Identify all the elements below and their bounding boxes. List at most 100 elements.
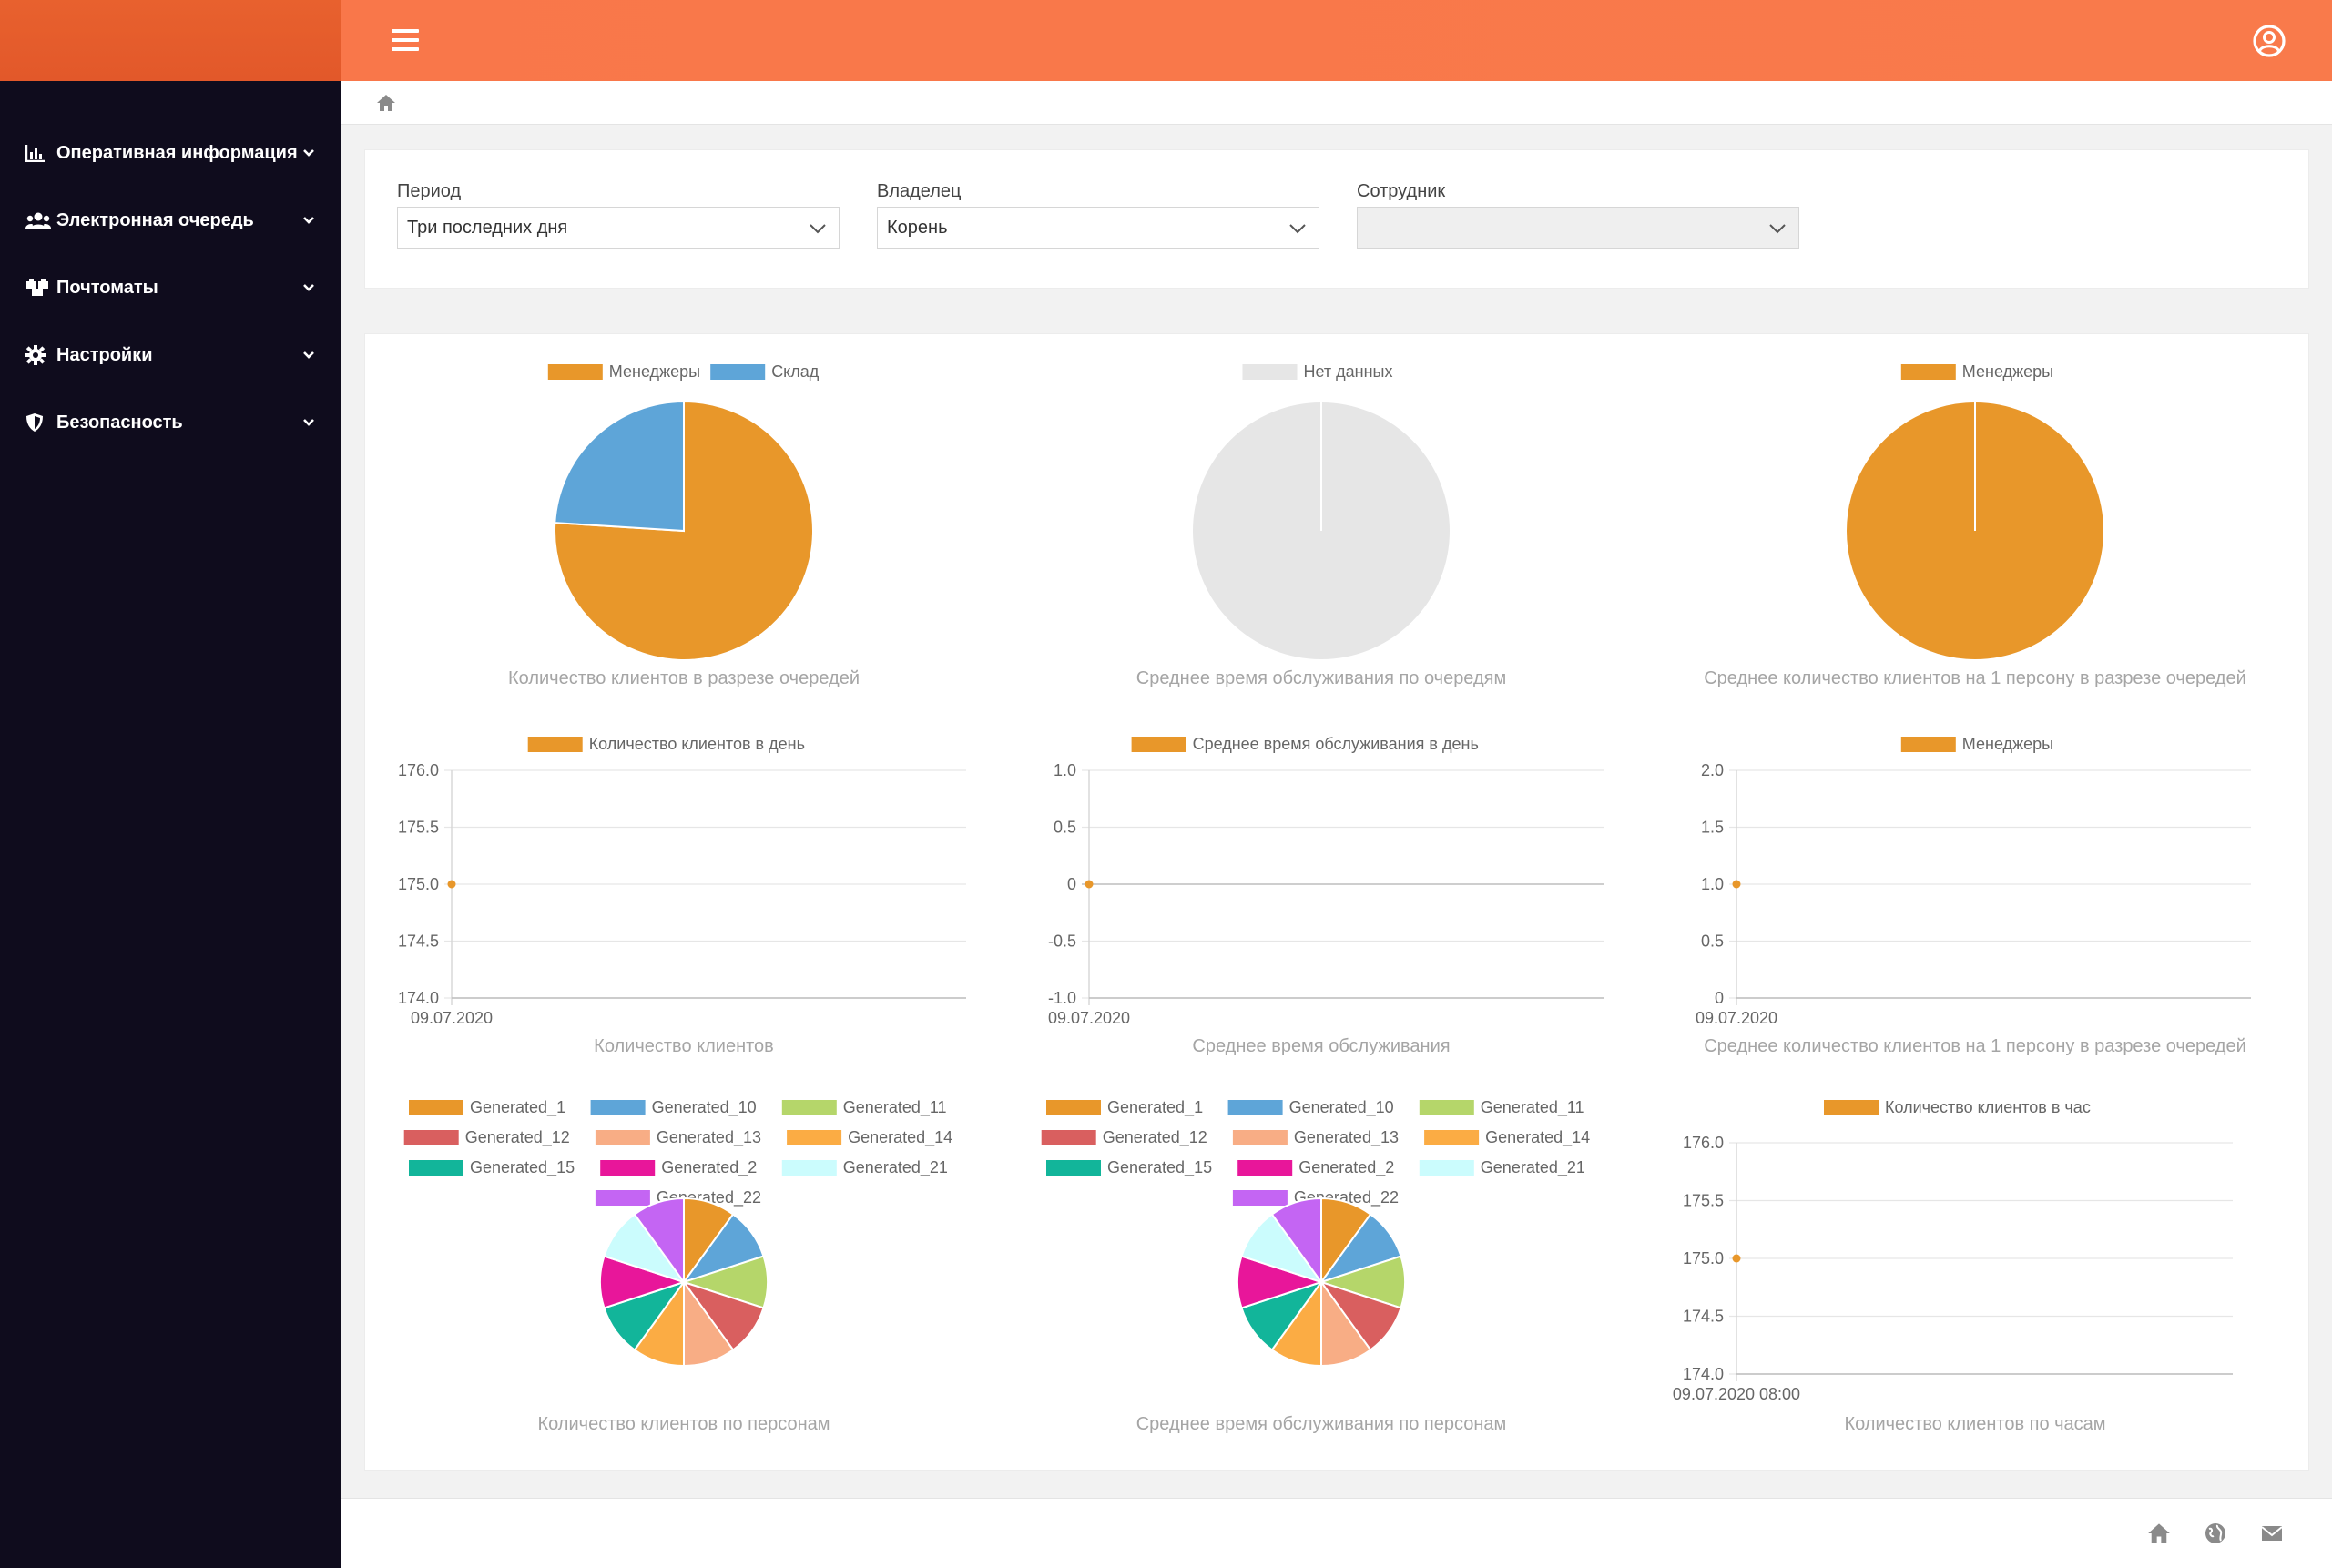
legend-swatch: [781, 1100, 837, 1115]
sidebar-item-label: Оперативная информация: [56, 142, 298, 163]
data-point[interactable]: [447, 880, 456, 889]
owner-select[interactable]: Корень: [877, 207, 1319, 249]
sidebar-item-security[interactable]: Безопасность: [0, 389, 341, 456]
owner-value: Корень: [887, 217, 948, 238]
gear-icon: [25, 345, 56, 365]
pie-chart-clients-by-queue: Менеджеры Склад Количество клиентов в разр…: [365, 334, 1003, 708]
chart-svg: Количество клиентов в час 176.0 175.5 175.0…: [1673, 1098, 2233, 1403]
legend-label: Generated_1: [470, 1098, 565, 1117]
employee-select[interactable]: [1357, 207, 1799, 249]
user-circle-icon[interactable]: [2252, 24, 2286, 58]
legend-item[interactable]: Generated_10: [590, 1098, 757, 1117]
boxes-icon: [25, 279, 56, 297]
legend-item[interactable]: Менеджеры: [1900, 735, 2053, 753]
legend-item[interactable]: Generated_11: [781, 1098, 947, 1117]
legend-item[interactable]: Generated_14: [787, 1128, 952, 1147]
legend-item[interactable]: Среднее время обслуживания в день: [1131, 735, 1479, 753]
y-tick-label: 175.0: [398, 875, 439, 893]
legend-item[interactable]: Generated_12: [1041, 1128, 1207, 1147]
pie-slice[interactable]: [554, 400, 685, 533]
legend-label: Generated_10: [652, 1098, 757, 1117]
sidebar-brand: [0, 0, 341, 81]
legend-item[interactable]: Generated_12: [403, 1128, 570, 1147]
legend-swatch: [595, 1130, 650, 1145]
chevron-down-icon: [808, 219, 828, 239]
y-tick-label: 176.0: [398, 761, 439, 779]
mail-icon[interactable]: [2260, 1522, 2284, 1545]
legend-item[interactable]: Склад: [710, 362, 820, 381]
chart-title: Количество клиентов в разрезе очередей: [508, 668, 860, 688]
line-chart-avg-clients-per-person: Менеджеры 2.0 1.5 1.0 0.5 0 09.07.2020 Среднее …: [1640, 702, 2310, 1075]
legend-swatch: [590, 1100, 646, 1115]
legend-label: Generated_2: [661, 1158, 757, 1177]
y-tick-label: 174.5: [1683, 1308, 1724, 1326]
legend-item[interactable]: Generated_13: [595, 1128, 761, 1147]
y-tick-label: 1.0: [1701, 875, 1724, 893]
legend-swatch: [787, 1130, 842, 1145]
shield-icon: [25, 412, 56, 433]
legend-swatch: [1419, 1160, 1474, 1176]
legend-label: Среднее время обслуживания в день: [1193, 735, 1479, 753]
legend-item[interactable]: Generated_13: [1232, 1128, 1399, 1147]
legend-label: Generated_15: [1107, 1158, 1212, 1177]
y-tick-label: 1.5: [1701, 819, 1724, 837]
legend-label: Generated_14: [848, 1128, 952, 1147]
legend-swatch: [781, 1160, 837, 1176]
chart-svg: Generated_1 Generated_10 Generated_11 Gener…: [1041, 1098, 1590, 1368]
legend-item[interactable]: Generated_21: [1419, 1158, 1585, 1177]
legend-item[interactable]: Generated_15: [1046, 1158, 1212, 1177]
sidebar-item-electronic-queue[interactable]: Электронная очередь: [0, 187, 341, 254]
period-select[interactable]: Три последних дня: [397, 207, 840, 249]
footer: [341, 1498, 2332, 1568]
employee-filter: Сотрудник: [1357, 181, 1799, 249]
chart-title: Среднее время обслуживания: [1192, 1036, 1451, 1056]
legend-swatch: [1046, 1100, 1101, 1115]
top-bar: [341, 0, 2332, 81]
employee-label: Сотрудник: [1357, 181, 1446, 201]
legend-item[interactable]: Количество клиентов в день: [527, 735, 805, 753]
legend-item[interactable]: Нет данных: [1242, 362, 1393, 381]
y-tick-label: 174.0: [1683, 1365, 1724, 1383]
home-icon[interactable]: [376, 93, 396, 113]
y-tick-label: -1.0: [1048, 989, 1076, 1007]
pie-chart-avg-service-time-by-queue: Нет данных Среднее время обслуживания по …: [1003, 334, 1640, 708]
sidebar-item-settings[interactable]: Настройки: [0, 321, 341, 389]
legend-swatch: [710, 364, 766, 380]
legend-label: Generated_2: [1298, 1158, 1394, 1177]
y-tick-label: 174.5: [398, 932, 439, 951]
legend-label: Generated_13: [1294, 1128, 1399, 1147]
legend-item[interactable]: Generated_2: [1237, 1158, 1394, 1177]
chart-svg: Среднее время обслуживания в день 1.0 0.5 0…: [1048, 735, 1604, 1027]
pie-slice[interactable]: [633, 1196, 685, 1286]
legend-item[interactable]: Generated_1: [1046, 1098, 1203, 1117]
legend-item[interactable]: Generated_10: [1227, 1098, 1394, 1117]
legend-item[interactable]: Generated_11: [1419, 1098, 1584, 1117]
chart-title: Среднее количество клиентов на 1 персону…: [1704, 1036, 2246, 1056]
globe-icon[interactable]: [2204, 1522, 2227, 1545]
legend-swatch: [1900, 737, 1956, 752]
pie-slice[interactable]: [1270, 1196, 1322, 1286]
legend-item[interactable]: Generated_14: [1424, 1128, 1590, 1147]
legend-item[interactable]: Менеджеры: [547, 362, 700, 381]
legend-item[interactable]: Generated_15: [409, 1158, 575, 1177]
legend-item[interactable]: Количество клиентов в час: [1824, 1098, 2091, 1116]
sidebar-item-postamats[interactable]: Почтоматы: [0, 254, 341, 321]
data-point[interactable]: [1732, 880, 1741, 889]
legend-item[interactable]: Generated_21: [781, 1158, 948, 1177]
period-filter: Период Три последних дня: [397, 181, 840, 249]
legend-item[interactable]: Generated_1: [409, 1098, 565, 1117]
legend-item[interactable]: Generated_2: [600, 1158, 757, 1177]
sidebar-item-operational-info[interactable]: Оперативная информация: [0, 119, 341, 187]
legend-label: Generated_15: [470, 1158, 575, 1177]
legend-label: Generated_21: [1481, 1158, 1585, 1177]
data-point[interactable]: [1732, 1254, 1741, 1263]
home-icon[interactable]: [2147, 1522, 2171, 1545]
legend-item[interactable]: Менеджеры: [1900, 362, 2053, 381]
hamburger-icon[interactable]: [392, 27, 419, 53]
pie-slice[interactable]: [554, 400, 814, 661]
legend-swatch: [1227, 1100, 1283, 1115]
y-tick-label: 175.5: [1683, 1192, 1724, 1210]
data-point[interactable]: [1085, 880, 1094, 889]
sidebar-item-label: Настройки: [56, 344, 153, 365]
legend-label: Generated_14: [1485, 1128, 1590, 1147]
